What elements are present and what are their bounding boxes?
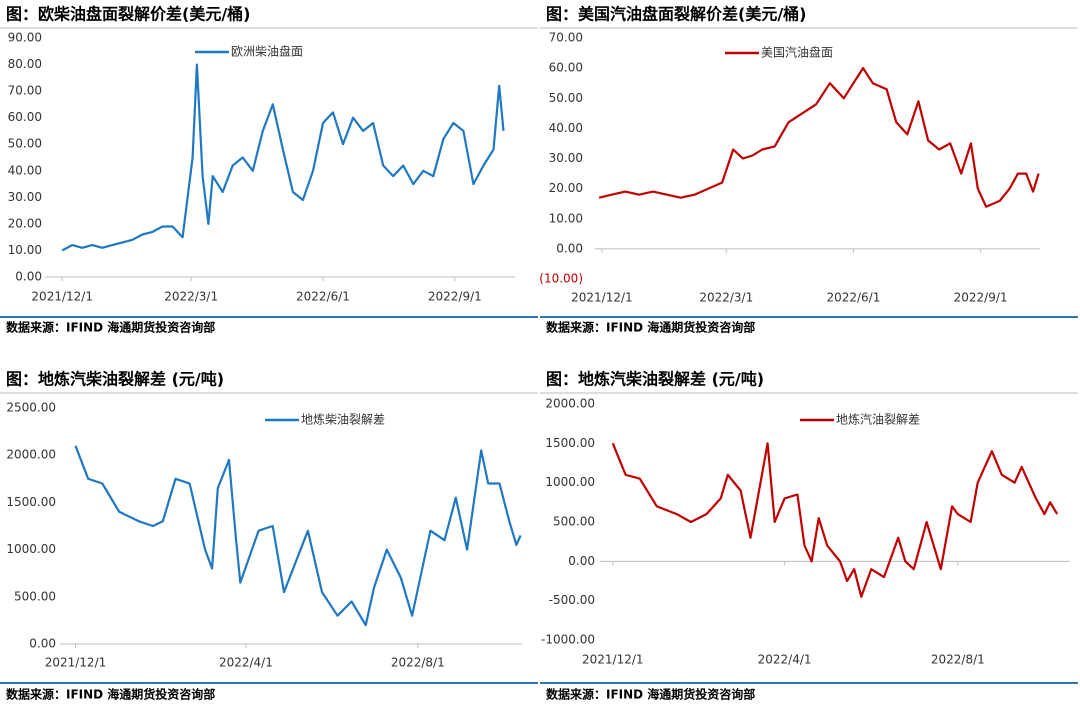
y-tick-label: -1000.00 [541,633,595,647]
y-tick-label: 2000.00 [545,397,595,411]
y-tick-label: 80.00 [8,57,42,71]
chart-title: 图：地炼汽柴油裂解差 (元/吨) [546,370,764,389]
x-tick-label: 2022/3/1 [164,290,218,304]
x-tick-label: 2021/12/1 [45,656,107,670]
y-tick-label: 50.00 [549,91,583,105]
y-tick-label: 50.00 [8,137,42,151]
chart-panel: 图：欧柴油盘面裂解价差(美元/桶) 0.00 10.00 20.00 30.00 40.0… [0,5,538,335]
y-tick-label: 60.00 [549,61,583,75]
y-tick-label: 40.00 [549,121,583,135]
y-tick-label: 40.00 [8,163,42,177]
series-line [598,67,1040,208]
series-line [611,442,1059,598]
y-tick-label: 500.00 [14,589,56,603]
y-tick-label: 90.00 [8,31,42,45]
x-tick-label: 2022/4/1 [758,653,812,667]
y-tick-label: 2500.00 [6,401,56,415]
legend-label: 地炼汽油裂解差 [836,412,920,427]
chart-panel: 图：地炼汽柴油裂解差 (元/吨) -1000.00 -500.00 0.00 500.0… [540,370,1078,702]
legend-label: 地炼柴油裂解差 [301,412,385,427]
x-tick-label: 2022/8/1 [931,653,985,667]
y-tick-label: (10.00) [539,272,583,286]
legend-label: 美国汽油盘面 [761,45,833,60]
x-tick-label: 2022/8/1 [391,656,445,670]
y-tick-label: 2000.00 [6,448,56,462]
series-line [74,445,522,627]
y-tick-label: 1500.00 [545,436,595,450]
y-tick-label: 0.00 [568,554,595,568]
series-line [61,63,505,252]
y-tick-label: 0.00 [15,270,42,284]
source-note: 数据来源：IFIND 海通期货投资咨询部 [6,687,215,702]
y-tick-label: 70.00 [549,31,583,45]
source-note: 数据来源：IFIND 海通期货投资咨询部 [546,320,755,335]
y-tick-label: 30.00 [549,151,583,165]
x-tick-label: 2022/9/1 [954,291,1008,305]
y-tick-label: 10.00 [549,211,583,225]
y-tick-label: 20.00 [549,181,583,195]
y-tick-label: 60.00 [8,110,42,124]
x-tick-label: 2022/6/1 [296,290,350,304]
legend-label: 欧洲柴油盘面 [231,44,303,59]
source-note: 数据来源：IFIND 海通期货投资咨询部 [546,687,755,702]
y-tick-label: 10.00 [8,243,42,257]
x-tick-label: 2022/9/1 [428,290,482,304]
y-tick-label: 500.00 [553,515,595,529]
chart-panel: 图：美国汽油盘面裂解价差(美元/桶) (10.00) 0.00 10.00 20.00 3… [539,5,1078,335]
x-tick-label: 2022/4/1 [219,656,273,670]
y-tick-label: 0.00 [29,637,56,651]
y-tick-label: 1000.00 [6,542,56,556]
y-tick-label: 0.00 [556,241,583,255]
chart-title: 图：地炼汽柴油裂解差 (元/吨) [6,370,224,389]
chart-title: 图：美国汽油盘面裂解价差(美元/桶) [546,5,806,24]
x-tick-label: 2021/12/1 [582,653,644,667]
chart-panel: 图：地炼汽柴油裂解差 (元/吨) 0.00 500.00 1000.00 1500.00… [0,370,538,702]
x-tick-label: 2021/12/1 [31,290,93,304]
y-tick-label: -500.00 [549,593,595,607]
y-tick-label: 30.00 [8,190,42,204]
y-tick-label: 1000.00 [545,475,595,489]
x-tick-label: 2021/12/1 [571,291,633,305]
x-tick-label: 2022/6/1 [826,291,880,305]
y-tick-label: 70.00 [8,84,42,98]
chart-title: 图：欧柴油盘面裂解价差(美元/桶) [6,5,250,24]
y-tick-label: 20.00 [8,216,42,230]
source-note: 数据来源：IFIND 海通期货投资咨询部 [6,320,215,335]
x-tick-label: 2022/3/1 [699,291,753,305]
y-tick-label: 1500.00 [6,495,56,509]
